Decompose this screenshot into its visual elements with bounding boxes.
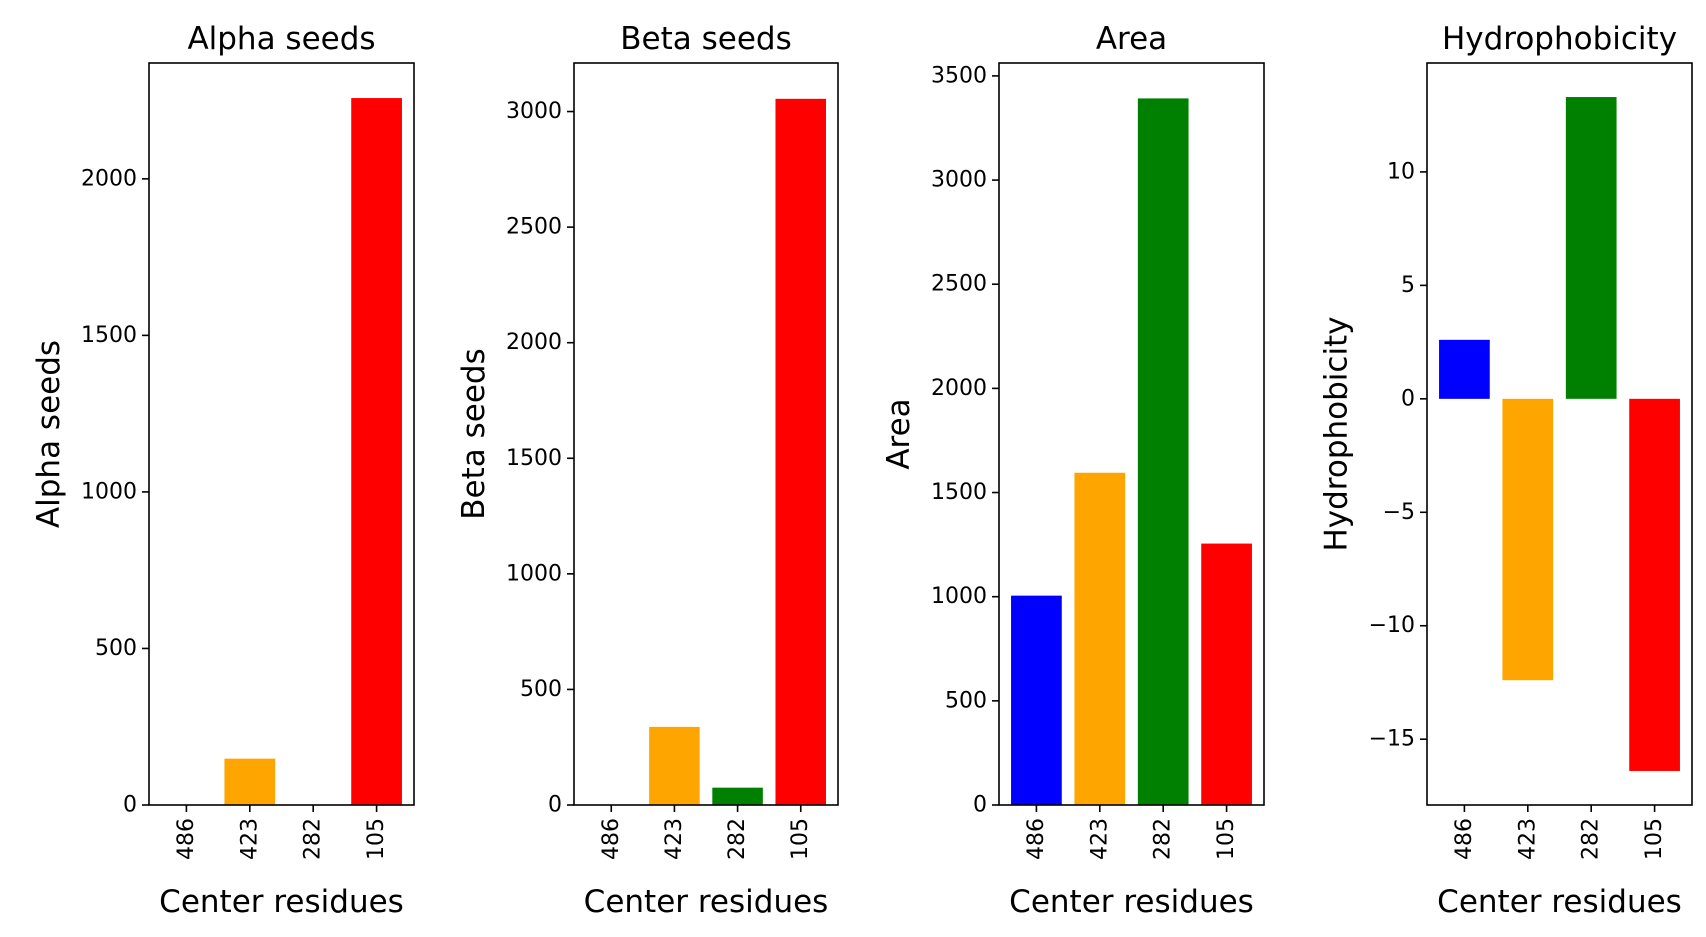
y-axis-label: Alpha seeds [31,340,67,528]
x-tick-label: 282 [301,818,326,860]
y-tick-label: 0 [1401,386,1415,411]
bar-105 [1629,398,1680,771]
y-tick-label: 1500 [931,480,987,505]
y-tick-label: 1000 [506,561,562,586]
y-tick-label: 0 [548,793,562,818]
bar-423 [1502,398,1554,681]
chart-title: Area [1096,21,1167,57]
axes-frame [573,62,839,806]
x-tick-label: 423 [1087,818,1112,860]
y-tick-label: 2000 [81,166,137,191]
bar-423 [224,758,276,805]
y-tick-label: 500 [945,688,987,713]
x-tick-label: 282 [1579,818,1604,860]
y-axis-label: Beta seeds [456,348,492,519]
x-tick-label: 486 [1024,818,1049,860]
bar-486 [1439,339,1490,399]
y-tick-label: 3000 [506,99,562,124]
x-tick-label: 423 [662,818,687,860]
y-tick-label: −10 [1369,613,1415,638]
x-axis-label: Center residues [159,884,404,920]
y-tick-label: 0 [123,793,137,818]
y-tick-label: 3000 [931,168,987,193]
chart-panel-1: 0 500 1000 1500 2000 486 423 282 105 Alpha seeds C… [31,21,415,920]
chart-title: Beta seeds [620,21,791,57]
y-tick-label: 5 [1401,273,1415,298]
y-tick-label: 3500 [931,63,987,88]
y-tick-label: 1500 [506,446,562,471]
bar-105 [775,98,826,805]
x-tick-label: 486 [599,818,624,860]
x-tick-label: 282 [725,818,750,860]
y-tick-label: 10 [1387,159,1415,184]
x-tick-label: 105 [1214,818,1239,860]
y-tick-label: 500 [95,636,137,661]
bar-423 [649,726,700,805]
x-tick-label: 105 [788,818,813,860]
bar-282 [1137,98,1189,805]
x-tick-label: 105 [1642,818,1667,860]
x-axis-label: Center residues [1009,884,1254,920]
y-tick-label: 1000 [81,479,137,504]
chart-panel-2: 0 500 1000 1500 2000 2500 3000 486 423 282 105 Beta… [456,21,839,920]
bar-105 [1201,543,1252,805]
chart-title: Hydrophobicity [1442,21,1677,57]
chart-panel-4: −15 −10 −5 0 5 10 486 423 282 105 Hydrophobicity Ce… [1319,21,1693,920]
y-tick-label: −15 [1369,727,1415,752]
x-tick-label: 423 [1515,818,1540,860]
x-tick-label: 486 [1452,818,1477,860]
x-tick-label: 105 [364,818,389,860]
bar-282 [712,787,763,805]
bar-105 [351,98,402,805]
axes-frame [1426,62,1693,806]
chart-title: Alpha seeds [187,21,375,57]
chart-panel-3: 0 500 1000 1500 2000 2500 3000 3500 486 423 282 105… [881,21,1265,920]
y-axis-label: Hydrophobicity [1319,316,1355,551]
bar-423 [1074,472,1126,805]
axes-frame [998,62,1265,806]
y-tick-label: −5 [1383,500,1415,525]
axes-frame [148,62,415,806]
y-tick-label: 1000 [931,584,987,609]
x-tick-label: 423 [237,818,262,860]
x-axis-label: Center residues [1437,884,1682,920]
y-tick-label: 2000 [506,330,562,355]
x-tick-label: 282 [1151,818,1176,860]
y-tick-label: 2500 [506,215,562,240]
y-axis-label: Area [881,398,917,469]
y-tick-label: 2000 [931,376,987,401]
y-tick-label: 500 [520,677,562,702]
bar-282 [1565,97,1617,399]
y-tick-label: 0 [973,793,987,818]
y-tick-label: 2500 [931,272,987,297]
x-axis-label: Center residues [584,884,829,920]
bar-486 [1011,595,1062,805]
x-tick-label: 486 [174,818,199,860]
y-tick-label: 1500 [81,323,137,348]
